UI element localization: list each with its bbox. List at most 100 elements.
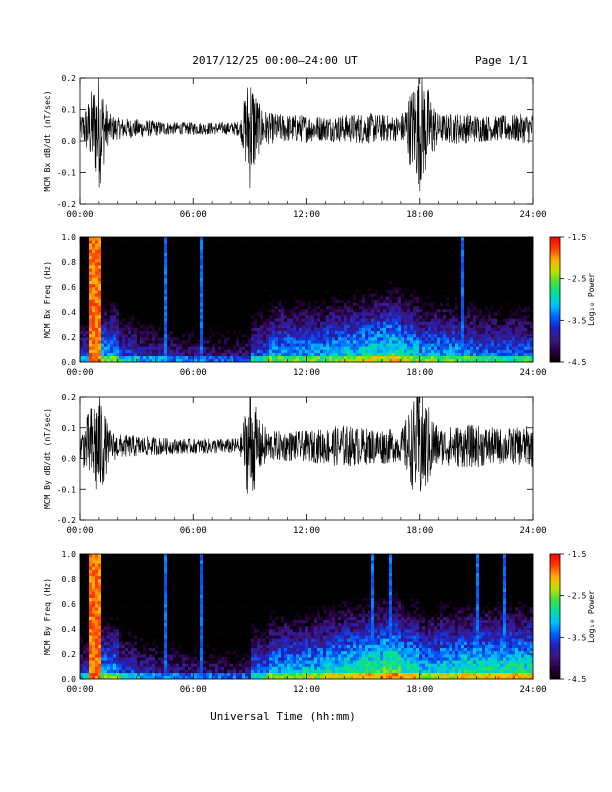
heat-cell — [323, 340, 327, 344]
heat-cell — [110, 277, 114, 282]
heat-cell — [146, 287, 150, 291]
heat-cell — [290, 312, 294, 316]
heat-cell — [218, 355, 222, 360]
heat-cell — [194, 352, 198, 357]
heat-cell — [413, 355, 417, 360]
heat-cell — [260, 258, 264, 263]
heat-cell — [233, 346, 237, 350]
heat-cell — [416, 330, 420, 335]
heat-cell — [302, 290, 306, 294]
heat-cell — [140, 262, 144, 266]
heat-cell — [320, 305, 324, 310]
heat-cell — [230, 243, 234, 247]
heat-cell — [302, 246, 306, 250]
heat-cell — [347, 246, 351, 250]
heat-cell — [398, 299, 402, 303]
heat-cell — [374, 318, 378, 322]
heat-cell — [296, 321, 300, 325]
heat-cell — [323, 265, 327, 269]
heat-cell — [272, 268, 276, 272]
heat-cell — [116, 296, 120, 300]
heat-cell — [299, 324, 303, 328]
heat-cell — [386, 337, 390, 341]
heat-cell — [224, 249, 228, 253]
heat-cell — [119, 346, 123, 350]
heat-cell — [314, 315, 318, 319]
heat-cell — [185, 296, 189, 300]
heat-cell — [338, 280, 342, 285]
heat-cell — [119, 324, 123, 328]
heat-cell — [212, 327, 216, 332]
heat-cell — [449, 327, 453, 332]
heat-cell — [395, 333, 399, 338]
heat-cell — [206, 274, 210, 278]
heat-cell — [254, 249, 258, 253]
heat-cell — [266, 283, 270, 288]
heat-cell — [131, 340, 135, 344]
heat-cell — [299, 290, 303, 294]
heat-cell — [434, 290, 438, 294]
heat-cell — [380, 333, 384, 338]
heat-cell — [278, 274, 282, 278]
heat-cell — [140, 237, 144, 241]
heat-cell — [212, 321, 216, 325]
heat-cell — [200, 262, 204, 266]
heat-cell — [356, 293, 360, 297]
heat-cell — [245, 280, 249, 285]
heat-cell — [206, 318, 210, 322]
heat-cell — [338, 340, 342, 344]
heat-cell — [107, 358, 111, 363]
heat-cell — [242, 262, 246, 266]
heat-cell — [107, 312, 111, 316]
heat-cell — [215, 312, 219, 316]
heat-cell — [422, 327, 426, 332]
heat-cell — [254, 252, 258, 257]
heat-cell — [380, 271, 384, 275]
heat-cell — [143, 240, 147, 244]
heat-cell — [245, 330, 249, 335]
heat-cell — [401, 349, 405, 353]
heat-cell — [188, 349, 192, 353]
heat-cell — [110, 340, 114, 344]
heat-cell — [389, 312, 393, 316]
heat-cell — [224, 258, 228, 263]
heat-cell — [92, 302, 96, 307]
heat-cell — [251, 349, 255, 353]
heat-cell — [296, 287, 300, 291]
heat-cell — [158, 237, 162, 241]
heat-cell — [281, 315, 285, 319]
heat-cell — [143, 315, 147, 319]
heat-cell — [161, 240, 165, 244]
heat-cell — [386, 249, 390, 253]
heat-cell — [263, 296, 267, 300]
heat-cell — [245, 240, 249, 244]
heat-cell — [152, 287, 156, 291]
heat-cell — [362, 308, 366, 313]
heat-cell — [416, 321, 420, 325]
heat-cell — [188, 315, 192, 319]
heat-cell — [440, 240, 444, 244]
heat-cell — [317, 305, 321, 310]
heat-cell — [152, 252, 156, 257]
heat-cell — [164, 265, 168, 269]
heat-cell — [260, 337, 264, 341]
heat-cell — [146, 315, 150, 319]
heat-cell — [137, 333, 141, 338]
heat-cell — [89, 280, 93, 285]
heat-cell — [248, 333, 252, 338]
heat-cell — [374, 315, 378, 319]
heat-cell — [95, 343, 99, 347]
heat-cell — [314, 358, 318, 363]
heat-cell — [446, 352, 450, 357]
heat-cell — [266, 274, 270, 278]
heat-cell — [242, 349, 246, 353]
heat-cell — [119, 262, 123, 266]
heat-cell — [317, 312, 321, 316]
heat-cell — [341, 315, 345, 319]
heat-cell — [80, 252, 84, 257]
heat-cell — [359, 249, 363, 253]
heat-cell — [377, 265, 381, 269]
heat-cell — [236, 290, 240, 294]
heat-cell — [236, 280, 240, 285]
heat-cell — [392, 330, 396, 335]
